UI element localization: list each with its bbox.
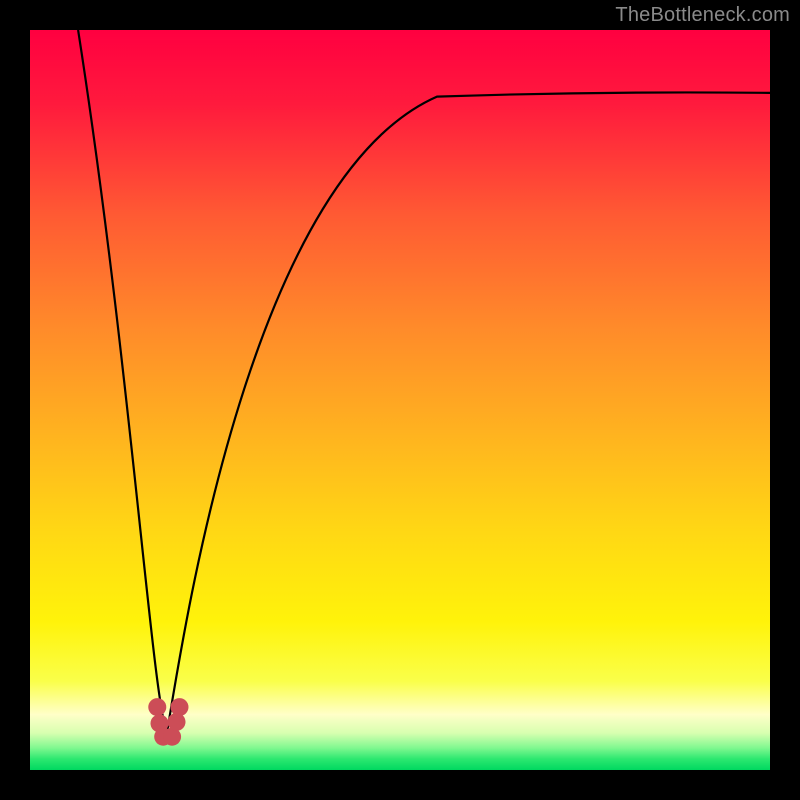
watermark-text: TheBottleneck.com [615, 4, 790, 27]
chart-container: TheBottleneck.com [0, 0, 800, 800]
marker-point [148, 698, 166, 716]
plot-background [30, 30, 770, 770]
marker-point [168, 713, 186, 731]
marker-point [170, 698, 188, 716]
chart-svg [0, 0, 800, 800]
